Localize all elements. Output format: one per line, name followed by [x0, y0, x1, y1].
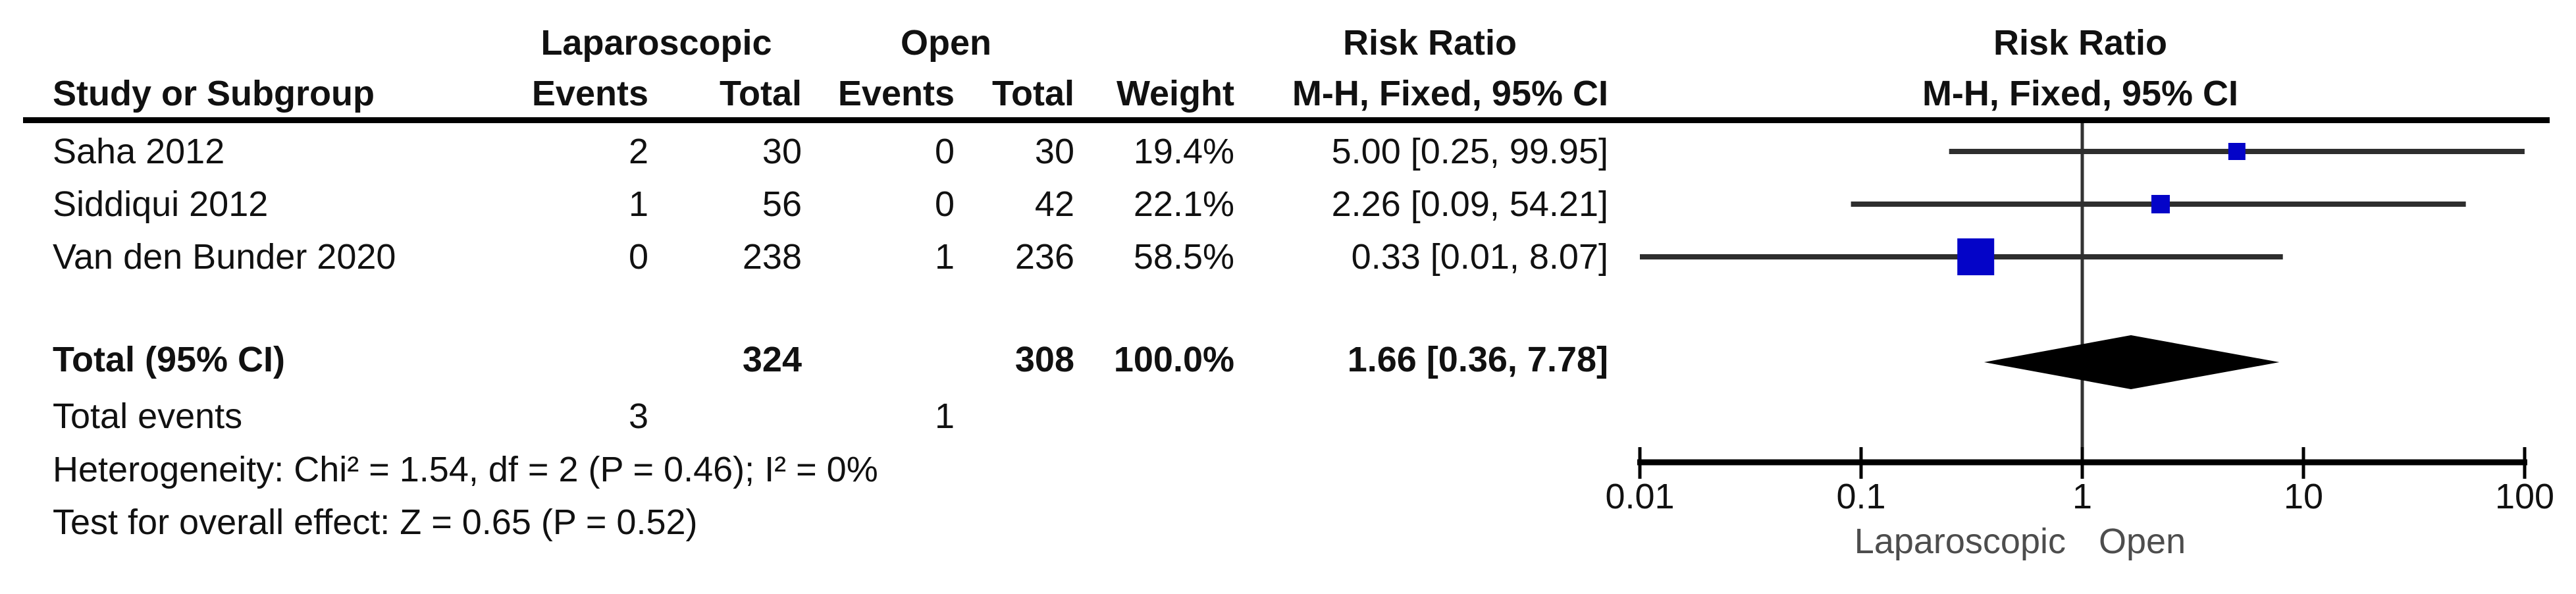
axis-tick-label: 10	[2284, 477, 2323, 516]
events-open-cell: 0	[934, 184, 955, 224]
total-events-open: 1	[934, 396, 955, 436]
col-header-total-laparoscopic: Total	[720, 74, 802, 113]
col-header-weight: Weight	[1117, 74, 1234, 113]
favours-right-label: Open	[2099, 522, 2186, 561]
study-name-cell: Van den Bunder 2020	[53, 237, 396, 277]
heterogeneity-text: Heterogeneity: Chi² = 1.54, df = 2 (P = …	[53, 450, 878, 489]
events-laparoscopic-cell: 0	[628, 237, 648, 277]
overall-effect-row: Test for overall effect: Z = 0.65 (P = 0…	[0, 504, 2576, 540]
header-columns-row: Study or Subgroup Events Total Events To…	[0, 76, 2576, 111]
group-label-open: Open	[900, 23, 992, 63]
study-name-cell: Saha 2012	[53, 132, 225, 171]
col-header-events-laparoscopic: Events	[531, 74, 648, 113]
weight-cell: 19.4%	[1133, 132, 1234, 171]
events-laparoscopic-cell: 2	[628, 132, 648, 171]
total-events-label: Total events	[53, 396, 243, 436]
study-name-cell: Siddiqui 2012	[53, 184, 269, 224]
total-laparoscopic-cell: 238	[742, 237, 802, 277]
total-row-total-open: 308	[1014, 340, 1074, 379]
total-row: Total (95% CI) 324 308 100.0% 1.66 [0.36…	[0, 342, 2576, 377]
heterogeneity-row: Heterogeneity: Chi² = 1.54, df = 2 (P = …	[0, 452, 2576, 487]
plot-title: Risk Ratio	[1993, 23, 2168, 63]
total-laparoscopic-cell: 30	[762, 132, 802, 171]
overall-effect-text: Test for overall effect: Z = 0.65 (P = 0…	[53, 502, 698, 542]
total-row-effect-estimate: 1.66 [0.36, 7.78]	[1347, 340, 1608, 379]
effect-square	[1957, 238, 1995, 275]
total-row-total-laparoscopic: 324	[742, 340, 802, 379]
axis-tick-label: 1	[2072, 477, 2092, 516]
total-events-row: Total events 3 1	[0, 398, 2576, 434]
effect-square	[2228, 143, 2246, 160]
study-row: Saha 2012 2 30 0 30 19.4% 5.00 [0.25, 99.95]	[0, 134, 2576, 169]
axis-tick-label: 100	[2495, 477, 2554, 516]
effect-column-title: Risk Ratio	[1342, 23, 1517, 63]
axis-tick-label: 0.1	[1836, 477, 1885, 516]
total-row-weight: 100.0%	[1113, 340, 1234, 379]
effect-estimate-cell: 5.00 [0.25, 99.95]	[1331, 132, 1608, 171]
col-header-effect-ci: M-H, Fixed, 95% CI	[1292, 74, 1608, 113]
favours-left-label: Laparoscopic	[1854, 522, 2066, 561]
col-header-study: Study or Subgroup	[53, 74, 375, 113]
plot-subtitle: M-H, Fixed, 95% CI	[1922, 74, 2239, 113]
total-events-laparoscopic: 3	[628, 396, 648, 436]
events-open-cell: 1	[934, 237, 955, 277]
col-header-total-open: Total	[992, 74, 1074, 113]
total-laparoscopic-cell: 56	[762, 184, 802, 224]
header-group-row: Laparoscopic Open Risk Ratio Risk Ratio	[0, 25, 2576, 61]
study-row: Siddiqui 2012 1 56 0 42 22.1% 2.26 [0.09, 54.2…	[0, 186, 2576, 222]
weight-cell: 22.1%	[1133, 184, 1234, 224]
weight-cell: 58.5%	[1133, 237, 1234, 277]
study-row: Van den Bunder 2020 0 238 1 236 58.5% 0.33 [0.…	[0, 239, 2576, 275]
events-open-cell: 0	[934, 132, 955, 171]
effect-square	[2151, 195, 2170, 213]
col-header-events-open: Events	[837, 74, 955, 113]
total-open-cell: 236	[1014, 237, 1074, 277]
events-laparoscopic-cell: 1	[628, 184, 648, 224]
effect-estimate-cell: 2.26 [0.09, 54.21]	[1331, 184, 1608, 224]
total-open-cell: 30	[1034, 132, 1074, 171]
axis-tick-label: 0.01	[1605, 477, 1674, 516]
total-row-label: Total (95% CI)	[53, 340, 286, 379]
total-open-cell: 42	[1034, 184, 1074, 224]
header-divider-rule	[23, 117, 2550, 123]
pooled-diamond	[1984, 335, 2280, 389]
group-label-laparoscopic: Laparoscopic	[540, 23, 772, 63]
effect-estimate-cell: 0.33 [0.01, 8.07]	[1351, 237, 1608, 277]
